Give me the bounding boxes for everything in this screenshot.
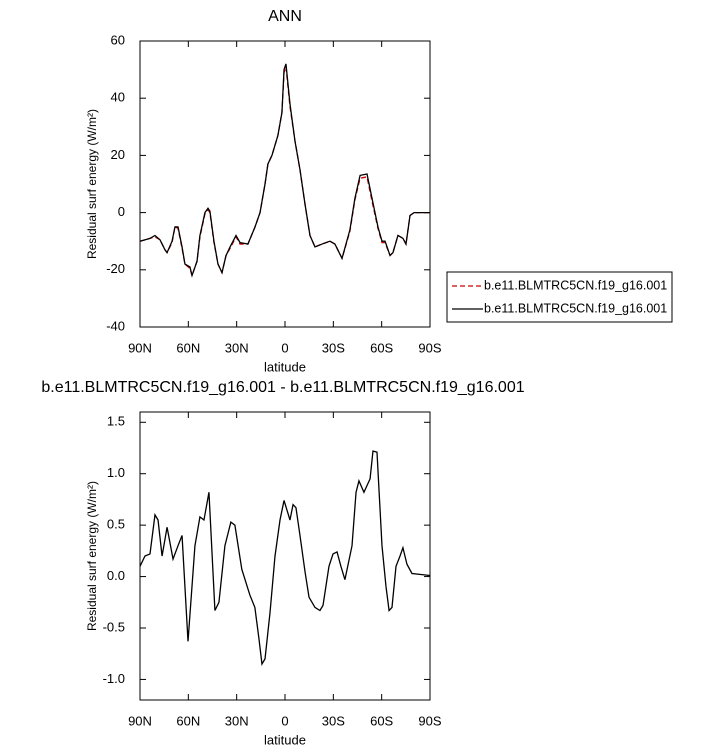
x-tick-label: 0 [281,340,288,355]
data-line [139,450,431,666]
y-tick-label: 40 [111,90,125,105]
y-tick-label: -40 [106,318,125,333]
x-tick-label: 90N [128,340,152,355]
y-tick-label: 20 [111,147,125,162]
y-axis-label: Residual surf energy (W/m²) [85,481,99,631]
x-tick-label: 60S [370,713,393,728]
chart-title: b.e11.BLMTRC5CN.f19_g16.001 - b.e11.BLMT… [41,379,524,396]
x-tick-label: 90S [418,713,441,728]
legend-label: b.e11.BLMTRC5CN.f19_g16.001 [484,278,667,292]
y-tick-label: 1.5 [107,414,125,429]
legend-box [446,271,673,323]
x-tick-label: 60N [176,340,200,355]
x-tick-label: 30S [322,340,345,355]
y-axis-label: Residual surf energy (W/m²) [85,109,99,259]
x-axis-label: latitude [264,732,306,747]
y-tick-label: -20 [106,261,125,276]
x-tick-label: 30N [225,713,249,728]
x-tick-label: 90S [418,340,441,355]
x-tick-label: 0 [281,713,288,728]
y-tick-label: 0 [118,204,125,219]
legend-label: b.e11.BLMTRC5CN.f19_g16.001 [484,301,667,315]
plot-frame [139,40,431,328]
y-tick-label: 1.0 [107,465,125,480]
data-line [139,63,430,278]
y-tick-label: -1.0 [103,671,125,686]
y-tick-label: 60 [111,32,125,47]
y-tick-label: 0.0 [107,568,125,583]
x-axis-label: latitude [264,359,306,374]
x-tick-label: 30N [225,340,249,355]
x-tick-label: 60S [370,340,393,355]
chart-title: ANN [268,8,302,25]
y-tick-label: -0.5 [103,619,125,634]
y-tick-label: 0.5 [107,517,125,532]
x-tick-label: 90N [128,713,152,728]
x-tick-label: 60N [176,713,200,728]
x-tick-label: 30S [322,713,345,728]
